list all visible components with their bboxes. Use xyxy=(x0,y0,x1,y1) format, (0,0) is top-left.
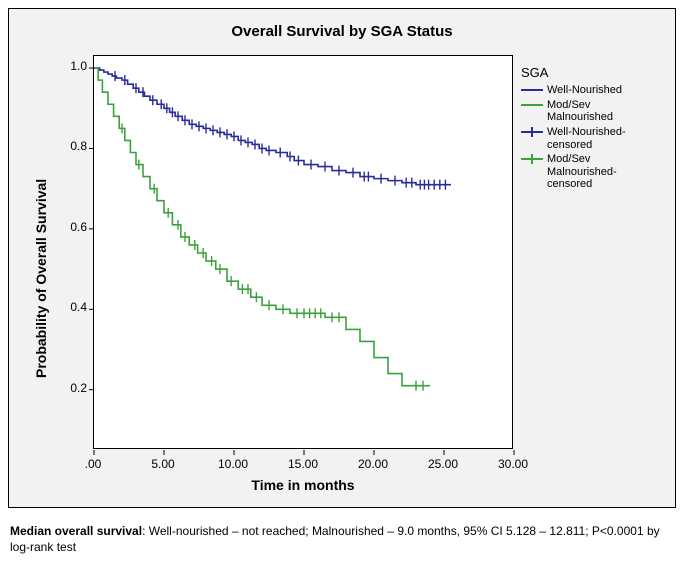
legend-label: Well-Nourished xyxy=(547,84,622,97)
legend-item-mal: Mod/Sev Malnourished xyxy=(521,99,659,124)
legend-item-well: Well-Nourished xyxy=(521,84,659,97)
legend-title: SGA xyxy=(521,65,659,80)
km-line-mal xyxy=(94,68,430,386)
x-tick-label: 25.00 xyxy=(425,457,461,471)
legend-swatch xyxy=(521,99,543,111)
legend-items: Well-Nourished Mod/Sev MalnourishedWell-N… xyxy=(521,84,659,191)
chart-title: Overall Survival by SGA Status xyxy=(9,23,675,40)
caption: Median overall survival: Well-nourished … xyxy=(10,523,674,555)
x-axis-label: Time in months xyxy=(93,477,513,493)
y-axis-label: Probability of Overall Survival xyxy=(33,179,49,378)
y-tick-label: 0.4 xyxy=(59,300,87,314)
x-tick-label: 30.00 xyxy=(495,457,531,471)
legend-label: Mod/Sev Malnourished- censored xyxy=(547,153,659,191)
legend-item-mal-cens: Mod/Sev Malnourished- censored xyxy=(521,153,659,191)
caption-label: Median overall survival xyxy=(10,524,142,538)
x-tick-label: 20.00 xyxy=(355,457,391,471)
y-tick-label: 1.0 xyxy=(59,59,87,73)
chart-panel: Overall Survival by SGA Status SGA Well-… xyxy=(8,8,676,508)
legend: SGA Well-Nourished Mod/Sev MalnourishedWe… xyxy=(521,65,659,193)
legend-swatch xyxy=(521,153,543,165)
legend-label: Mod/Sev Malnourished xyxy=(547,99,659,124)
legend-label: Well-Nourished-censored xyxy=(547,126,659,151)
x-tick-label: 10.00 xyxy=(215,457,251,471)
x-tick-label: 15.00 xyxy=(285,457,321,471)
legend-item-well-cens: Well-Nourished-censored xyxy=(521,126,659,151)
legend-swatch xyxy=(521,126,543,138)
x-tick-label: 5.00 xyxy=(145,457,181,471)
y-tick-label: 0.8 xyxy=(59,139,87,153)
y-tick-label: 0.2 xyxy=(59,381,87,395)
y-tick-label: 0.6 xyxy=(59,220,87,234)
km-svg xyxy=(94,56,514,450)
km-line-well xyxy=(94,68,451,185)
x-tick-label: .00 xyxy=(75,457,111,471)
legend-swatch xyxy=(521,84,543,96)
plot-region xyxy=(93,55,513,449)
